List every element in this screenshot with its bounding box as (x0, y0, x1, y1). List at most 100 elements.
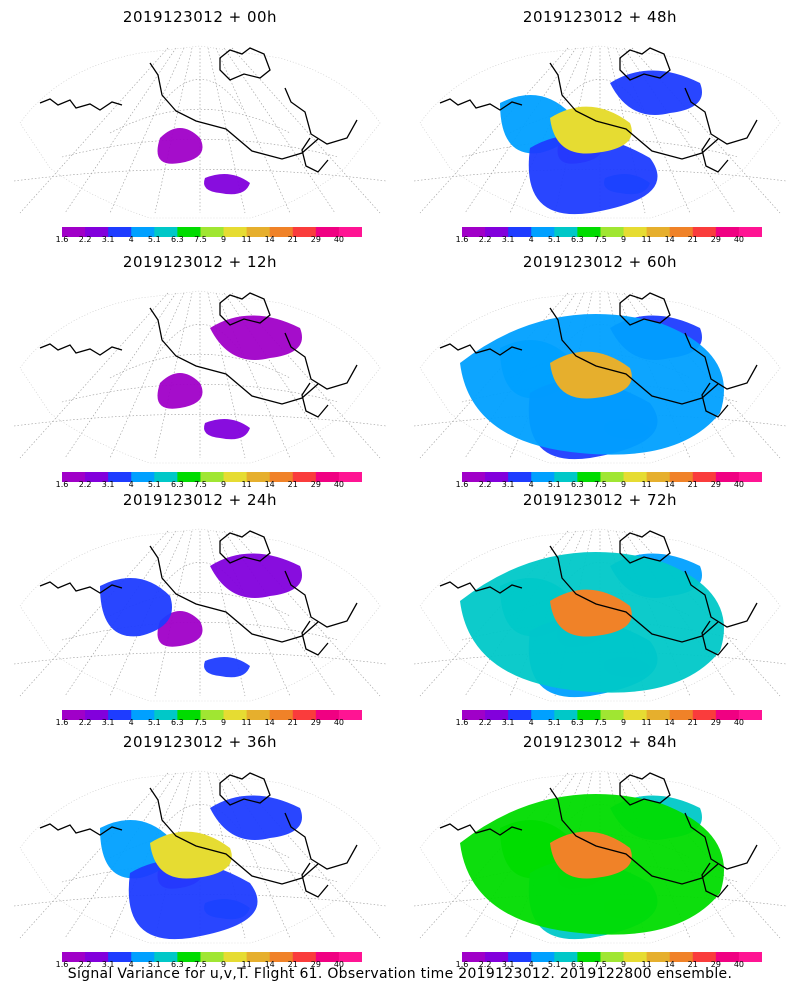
coastlines (39, 292, 358, 418)
colorbar-tick-label: 1.6 (455, 480, 469, 489)
colorbar-tick-label: 3.1 (501, 960, 515, 969)
coastlines (439, 47, 758, 173)
colorbar-tick-label: 6.3 (571, 235, 584, 244)
colorbar-tick-label: 5.1 (547, 235, 561, 244)
colorbar-swatch (623, 952, 648, 962)
colorbar-swatch (669, 472, 694, 482)
colorbar-tick-label: 7.5 (194, 235, 207, 244)
colorbar-tick-label: 29 (310, 718, 321, 727)
colorbar-tick-label: 7.5 (194, 960, 207, 969)
colorbar-swatch (246, 710, 271, 720)
colorbar (62, 705, 363, 720)
coastlines (439, 292, 758, 418)
shaded-field (460, 552, 724, 698)
colorbar-tick-label: 6.3 (571, 480, 584, 489)
colorbar-tick-label: 1.6 (55, 480, 69, 489)
colorbar-tick-label: 14 (264, 718, 275, 727)
colorbar-tick-label: 4 (128, 235, 134, 244)
map-plot (413, 45, 787, 219)
colorbar-tick-label: 40 (733, 960, 745, 969)
colorbar-swatch (62, 952, 86, 962)
colorbar-tick-label: 21 (687, 480, 698, 489)
colorbar-swatch (485, 472, 509, 482)
variance-region (204, 419, 250, 440)
forecast-panel-60h: 2019123012 + 60h 1.6 2.2 3.1 4 5.1 6.3 7.5 9 11 1… (400, 245, 800, 489)
colorbar-swatch (338, 227, 363, 237)
colorbar-tick-label: 1.6 (55, 960, 69, 969)
colorbar-swatch (577, 710, 601, 720)
variance-region (204, 657, 250, 678)
colorbar-tick-label: 11 (641, 718, 652, 727)
colorbar-swatch (669, 952, 694, 962)
forecast-panel-84h: 2019123012 + 84h 1.6 2.2 3.1 4 5.1 6.3 7.5 9 11 1… (400, 725, 800, 969)
panel-title: 2019123012 + 36h (122, 733, 278, 751)
colorbar-swatch (554, 710, 578, 720)
map-plot (413, 290, 787, 464)
colorbar-tick-label: 9 (620, 718, 627, 727)
colorbar-swatch (108, 710, 132, 720)
shaded-field (100, 553, 302, 678)
colorbar-tick-label: 40 (733, 480, 745, 489)
colorbar-tick-label: 4 (128, 718, 134, 727)
colorbar-tick-label: 5.1 (147, 718, 161, 727)
colorbar-tick-label: 4 (528, 718, 534, 727)
colorbar-tick-label: 21 (287, 960, 298, 969)
colorbar-swatch (131, 227, 155, 237)
map-plot (413, 528, 787, 702)
colorbar-labels: 1.6 2.2 3.1 4 5.1 6.3 7.5 9 11 14 21 29 40 (456, 480, 762, 490)
colorbar-tick-label: 14 (264, 960, 275, 969)
colorbar-tick-label: 21 (287, 235, 298, 244)
colorbar-tick-label: 40 (733, 718, 745, 727)
colorbar-swatch (269, 952, 294, 962)
colorbar-tick-label: 14 (664, 235, 675, 244)
colorbar-swatch (200, 227, 225, 237)
colorbar-tick-label: 3.1 (101, 718, 115, 727)
colorbar-swatch (154, 710, 178, 720)
colorbar-swatch (223, 227, 248, 237)
colorbar-tick-label: 11 (241, 235, 252, 244)
panel-title: 2019123012 + 60h (522, 253, 678, 271)
colorbar-tick-label: 14 (664, 480, 675, 489)
forecast-panel-36h: 2019123012 + 36h 1.6 2.2 3.1 4 5.1 6.3 7.5 9 11 1… (0, 725, 400, 969)
colorbar-labels: 1.6 2.2 3.1 4 5.1 6.3 7.5 9 11 14 21 29 40 (56, 480, 362, 490)
shaded-field (460, 314, 724, 460)
colorbar-tick-label: 5.1 (547, 480, 561, 489)
coastlines (39, 772, 358, 898)
variance-region (528, 135, 658, 215)
colorbar-tick-label: 29 (310, 480, 321, 489)
colorbar-tick-label: 21 (687, 960, 698, 969)
colorbar-tick-label: 21 (287, 480, 298, 489)
colorbar-swatch (738, 710, 763, 720)
forecast-panel-48h: 2019123012 + 48h 1.6 2.2 3.1 4 5.1 6.3 7.5 9 11 1… (400, 0, 800, 244)
colorbar-tick-label: 6.3 (171, 235, 184, 244)
variance-region (210, 315, 302, 360)
colorbar-swatch (154, 227, 178, 237)
colorbar-swatch (646, 710, 671, 720)
colorbar-tick-label: 1.6 (455, 235, 469, 244)
colorbar-tick-label: 29 (710, 480, 721, 489)
shaded-field (157, 315, 302, 440)
colorbar-tick-label: 40 (333, 960, 345, 969)
colorbar-tick-label: 14 (264, 480, 275, 489)
map-plot (13, 290, 387, 464)
colorbar-swatch (669, 710, 694, 720)
colorbar-tick-label: 9 (220, 718, 227, 727)
colorbar-swatch (462, 227, 486, 237)
panel-title: 2019123012 + 12h (122, 253, 278, 271)
domain-outline (19, 45, 381, 219)
colorbar-tick-label: 3.1 (501, 480, 515, 489)
colorbar-swatch (600, 952, 625, 962)
colorbar-tick-label: 9 (620, 480, 627, 489)
colorbar-tick-label: 21 (687, 235, 698, 244)
colorbar-swatch (531, 710, 555, 720)
colorbar-swatch (315, 952, 340, 962)
colorbar-tick-label: 6.3 (171, 960, 184, 969)
colorbar-tick-label: 4 (128, 960, 134, 969)
colorbar-tick-label: 11 (241, 960, 252, 969)
variance-core (150, 831, 232, 879)
graticule (13, 47, 387, 214)
colorbar-labels: 1.6 2.2 3.1 4 5.1 6.3 7.5 9 11 14 21 29 40 (56, 960, 362, 970)
colorbar (462, 222, 763, 237)
colorbar-tick-label: 9 (220, 235, 227, 244)
colorbar-tick-label: 3.1 (101, 235, 115, 244)
